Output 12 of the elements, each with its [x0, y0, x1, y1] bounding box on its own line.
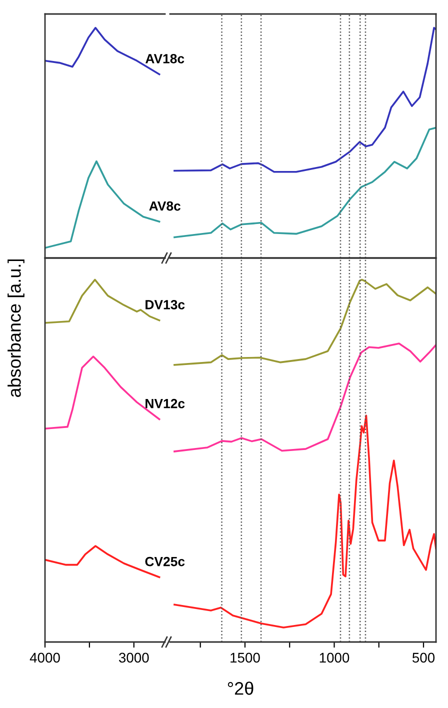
x-tick-label: 3000 [118, 652, 149, 663]
x-tick-label: 1000 [320, 652, 350, 663]
series-label: CV25c [145, 556, 185, 566]
series-label: AV8c [149, 201, 180, 211]
x-tick-label: 500 [412, 652, 435, 663]
series-label: DV13c [146, 300, 185, 310]
x-tick-label: 1500 [230, 652, 260, 663]
x-axis-title: °2θ [228, 682, 254, 695]
series-label: AV18c [146, 54, 184, 64]
x-tick-label: 4000 [30, 652, 60, 663]
y-axis-title: absorbance [a.u.] [8, 260, 24, 397]
series-label: NV12c [146, 398, 185, 408]
